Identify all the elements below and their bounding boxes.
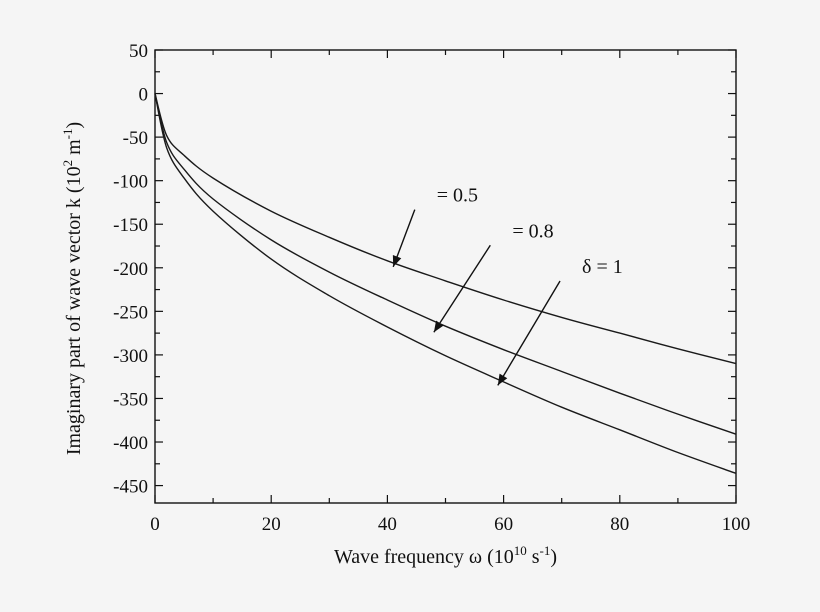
y-tick-label: -350	[113, 389, 148, 410]
annotation-arrow-line	[497, 280, 561, 386]
x-tick-label: 100	[722, 514, 751, 535]
x-tick-label: 20	[262, 514, 281, 535]
annotation-arrowhead	[392, 255, 402, 267]
y-tick-label: -400	[113, 433, 148, 454]
y-tick-label: 0	[139, 85, 149, 106]
annotation-arrowhead	[433, 320, 444, 333]
tick-labels: 0 20 40 60 80 100 50 0 -50 -100 -150 -200 -250 -300 -3…	[113, 41, 750, 535]
y-tick-label: -200	[113, 259, 148, 280]
annotation-label-3: δ = 1	[582, 256, 623, 278]
series-lines	[154, 93, 737, 475]
annotations: = 0.5 = 0.8 δ = 1	[392, 185, 623, 386]
y-tick-label: -150	[113, 215, 148, 236]
y-tick-label: 50	[129, 41, 148, 62]
annotation-label-2: = 0.8	[512, 220, 553, 242]
x-tick-label: 0	[150, 514, 160, 535]
x-tick-label: 60	[494, 514, 513, 535]
y-tick-label: -50	[123, 128, 148, 149]
annotation-arrow-line	[433, 244, 491, 333]
y-tick-label: -100	[113, 172, 148, 193]
axis-ticks	[154, 49, 737, 503]
series-line-3	[154, 93, 737, 475]
series-line-2	[154, 93, 737, 435]
annotation-arrowhead	[497, 373, 508, 386]
plot-frame	[154, 49, 737, 504]
x-tick-label: 40	[378, 514, 397, 535]
series-line-1	[154, 93, 737, 365]
annotation-label-1: = 0.5	[437, 185, 478, 207]
x-axis-title: Wave frequency ω (1010 s-1)	[334, 543, 557, 568]
y-tick-label: -300	[113, 346, 148, 367]
y-tick-label: -250	[113, 302, 148, 323]
x-tick-label: 80	[610, 514, 629, 535]
plot-area	[154, 49, 737, 504]
y-tick-label: -450	[113, 477, 148, 498]
y-axis-title: Imaginary part of wave vector k (102 m-1…	[60, 122, 85, 455]
